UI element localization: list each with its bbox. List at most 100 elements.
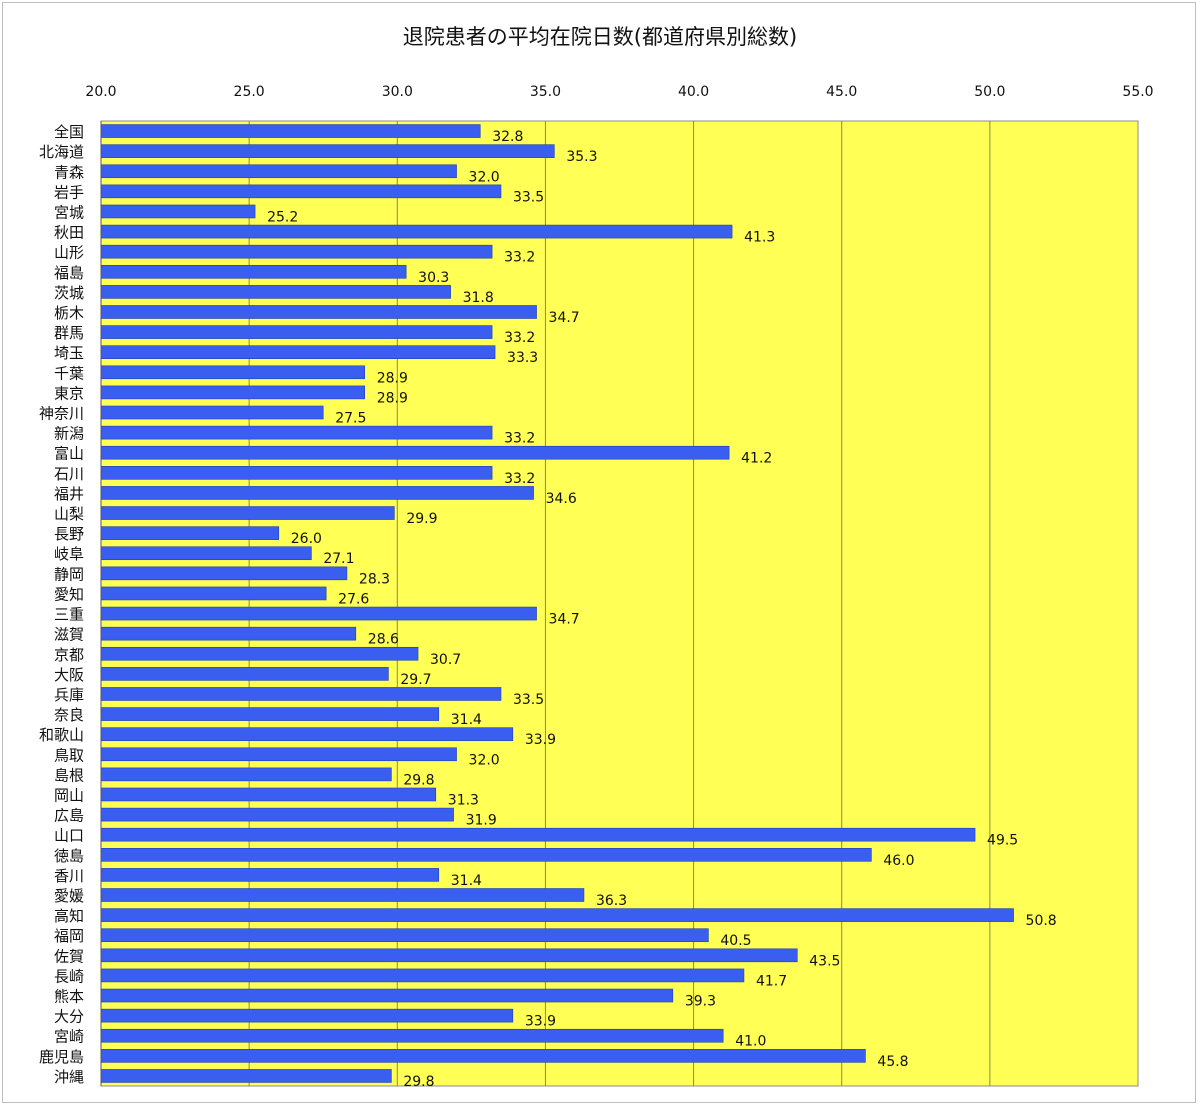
data-label: 41.0 [735, 1034, 766, 1050]
data-label: 36.3 [596, 893, 627, 909]
x-tick-label: 25.0 [234, 84, 265, 100]
category-label: 全国 [54, 123, 84, 141]
bar [100, 888, 585, 902]
category-label: 愛知 [54, 585, 84, 603]
category-label: 大阪 [54, 666, 84, 684]
category-label: 茨城 [54, 284, 84, 302]
category-label: 岩手 [54, 183, 84, 201]
category-label: 新潟 [54, 425, 84, 443]
bar [100, 144, 555, 158]
gridlines [248, 121, 991, 1086]
category-label: 鳥取 [54, 746, 84, 764]
data-label: 32.0 [469, 169, 500, 185]
bar [100, 546, 312, 561]
category-label: 東京 [54, 384, 84, 402]
category-label: 香川 [54, 867, 84, 885]
data-label: 30.7 [430, 652, 461, 668]
data-label: 34.7 [549, 612, 580, 628]
data-label: 27.5 [335, 411, 366, 427]
data-label: 33.9 [525, 1014, 556, 1030]
x-tick-label: 35.0 [530, 84, 561, 100]
bar [100, 486, 534, 500]
bar [100, 264, 407, 279]
bar [100, 586, 327, 601]
data-label: 45.8 [877, 1054, 908, 1070]
category-label: 栃木 [54, 304, 84, 322]
bar [100, 325, 493, 339]
bar [100, 164, 457, 179]
bar [100, 848, 872, 862]
data-label: 33.5 [513, 189, 544, 205]
category-label: 埼玉 [54, 344, 84, 362]
bar [100, 305, 537, 319]
bar [100, 727, 514, 741]
bar [100, 204, 256, 219]
bar [100, 405, 324, 420]
data-label: 31.8 [463, 290, 494, 306]
category-label: 岐阜 [54, 545, 84, 563]
bar [100, 425, 493, 440]
data-label: 40.5 [720, 933, 751, 949]
data-label: 27.6 [338, 591, 369, 607]
data-label: 31.9 [466, 813, 497, 829]
data-label: 27.1 [323, 551, 354, 567]
bar [100, 646, 419, 661]
data-label: 49.5 [987, 833, 1018, 849]
category-label: 三重 [54, 606, 84, 624]
x-tick-label: 20.0 [85, 84, 116, 100]
data-label: 33.2 [504, 330, 535, 346]
bar [100, 385, 365, 400]
bar [100, 1069, 392, 1083]
bar [100, 687, 502, 701]
bar [100, 184, 502, 199]
data-label: 50.8 [1026, 913, 1057, 929]
bar [100, 1028, 724, 1043]
data-label: 39.3 [685, 994, 716, 1010]
data-label: 46.0 [883, 853, 914, 869]
bar [100, 1049, 866, 1063]
category-label: 山梨 [54, 505, 84, 523]
data-label: 41.7 [756, 973, 787, 989]
category-label: 和歌山 [39, 726, 84, 744]
bars [100, 124, 1014, 1083]
category-label: 熊本 [54, 988, 84, 1006]
category-label: 長野 [54, 525, 84, 543]
x-tick-label: 50.0 [974, 84, 1005, 100]
category-label: 秋田 [54, 224, 84, 242]
category-label: 宮崎 [54, 1028, 84, 1046]
category-label: 福岡 [54, 927, 84, 945]
bar [100, 868, 440, 882]
category-label: 福島 [54, 264, 84, 282]
bar [100, 365, 365, 380]
bar [100, 445, 730, 460]
category-label: 山口 [54, 827, 84, 845]
bar [100, 466, 493, 480]
category-label: 富山 [54, 445, 84, 463]
category-label: 奈良 [54, 706, 84, 724]
bar [100, 948, 798, 963]
category-label: 岡山 [54, 786, 84, 804]
category-label: 愛媛 [54, 887, 84, 905]
bar [100, 626, 357, 641]
data-label: 29.7 [400, 672, 431, 688]
data-label: 28.9 [377, 390, 408, 406]
data-label: 34.7 [549, 310, 580, 326]
bar [100, 345, 496, 359]
bar [100, 908, 1014, 922]
category-label: 鹿児島 [39, 1048, 84, 1066]
x-tick-label: 55.0 [1122, 84, 1153, 100]
data-label: 28.9 [377, 370, 408, 386]
category-label: 福井 [54, 485, 84, 503]
data-label: 35.3 [566, 149, 597, 165]
data-label: 25.2 [267, 209, 298, 225]
x-tick-label: 45.0 [826, 84, 857, 100]
bar [100, 1008, 514, 1023]
data-label: 33.2 [504, 250, 535, 266]
bar [100, 606, 537, 621]
category-label: 宮城 [54, 203, 84, 221]
value-labels: 32.8 35.3 32.0 33.5 25.2 41.3 33.2 30.3 31.8 34.7… [267, 129, 1057, 1090]
category-label: 長崎 [54, 967, 84, 985]
category-label: 兵庫 [54, 686, 84, 704]
chart-title: 退院患者の平均在院日数(都道府県別総数) [402, 25, 798, 49]
